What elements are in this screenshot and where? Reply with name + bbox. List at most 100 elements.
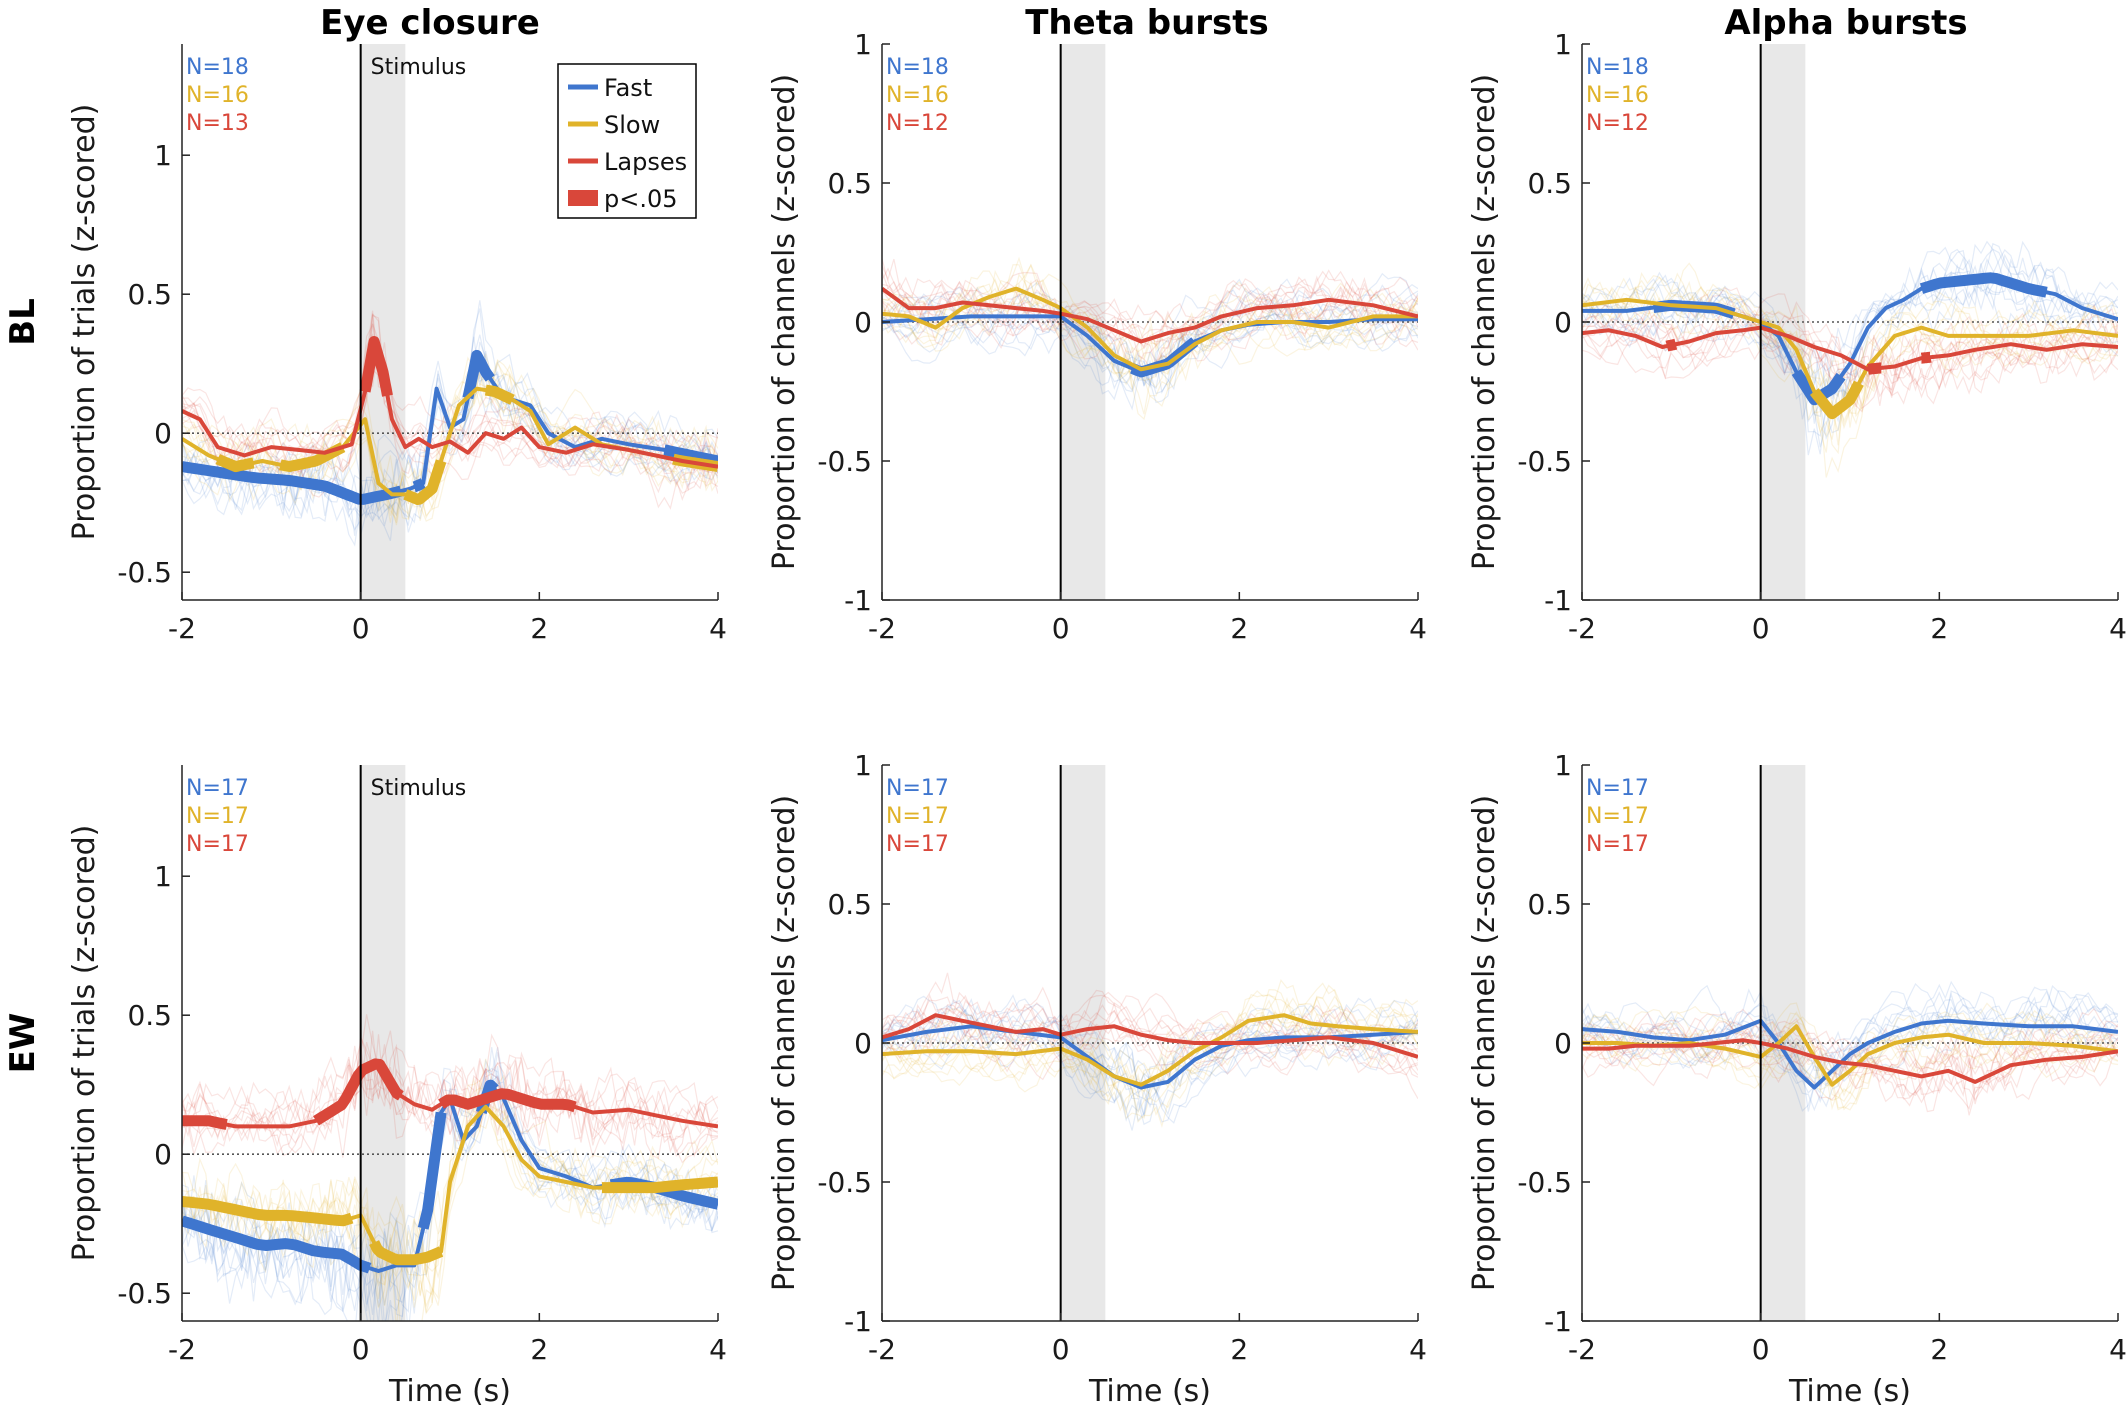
x-axis-title: Time (s) [1788,1374,1911,1409]
y-tick-label: -1 [844,584,872,617]
row-label-bl: BL [3,298,43,346]
mean-lines [182,1058,718,1274]
significance-segment-fast [409,477,429,493]
significance-segment-slow [481,384,517,405]
subject-trace-lapses [1582,313,2118,405]
y-tick-label: -0.5 [117,1277,172,1310]
subject-trace-fast [882,289,1418,395]
panel-ew-eye-closure: -2 0 2 4 -0.5 0 0.5 1 Proportion of trials (z-sc… [67,765,727,1409]
x-tick-label: 0 [352,1333,370,1366]
subject-trace-lapses [182,1014,718,1158]
x-axis-title: Time (s) [388,1374,511,1409]
subject-trace-lapses [182,1033,718,1157]
subject-trace-slow [1582,272,2118,418]
n-count-lapses: N=12 [1586,111,1649,136]
y-tick-label: 0 [854,306,872,339]
subject-trace-lapses [182,1036,718,1163]
y-tick-label: 1 [154,860,172,893]
significance-segment-lapses [438,1088,577,1113]
x-tick-label: 0 [1752,612,1770,645]
significance-segment-fast [417,1111,447,1231]
y-axis-title: Proportion of channels (z-scored) [1467,74,1502,570]
y-axis-title: Proportion of channels (z-scored) [767,74,802,570]
subject-trace-fast [882,994,1418,1131]
x-tick-label: 2 [1930,612,1948,645]
n-count-lapses: N=17 [886,832,949,857]
significance-segment-fast [661,444,718,467]
subject-trace-slow [882,995,1418,1129]
n-count-slow: N=17 [1586,804,1649,829]
subject-trace-slow [1582,285,2118,440]
panel-bl-eye-closure: -2 0 2 4 -0.5 0 0.5 1 Proportion of trials (z-sc… [67,44,727,645]
series-line-slow [882,1013,1418,1087]
subject-trace-slow [1582,286,2118,453]
subject-trace-fast [1582,997,2118,1094]
column-title-alpha-bursts: Alpha bursts [1724,3,1967,43]
subject-trace-slow [882,996,1418,1116]
n-count-fast: N=18 [186,55,249,80]
x-tick-label: 2 [1230,1333,1248,1366]
y-tick-label: 1 [154,139,172,172]
x-tick-label: 4 [1409,612,1427,645]
subject-trace-fast [182,352,718,518]
series-line-lapses [882,1013,1418,1059]
n-count-slow: N=16 [886,83,949,108]
subject-trace-lapses [882,986,1418,1075]
y-tick-label: -0.5 [1517,1166,1572,1199]
significance-segment-slow [214,454,258,473]
subject-trace-fast [182,1066,718,1314]
subject-trace-lapses [1582,1020,2118,1101]
y-tick-label: 0.5 [827,167,872,200]
subject-trace-slow [1582,280,2118,428]
subject-trace-slow [882,278,1418,392]
mean-lines [882,286,1418,378]
legend-label-significance: p<.05 [604,185,678,213]
subject-trace-slow [182,1092,718,1303]
significance-segment-lapses [182,1115,230,1130]
legend-swatch-significance [568,190,598,206]
subject-trace-slow [882,1003,1418,1106]
column-title-theta-bursts: Theta bursts [1025,3,1269,43]
subject-trace-lapses [1582,1022,2118,1113]
legend: Fast Slow Lapses p<.05 [557,63,697,219]
subject-trace-fast [882,291,1418,387]
y-axis-title: Proportion of channels (z-scored) [1467,795,1502,1291]
significance-segment-lapses [313,1058,404,1126]
series-line-lapses [1582,1038,2118,1084]
row-label-ew: EW [3,1013,43,1074]
subject-trace-lapses [882,278,1418,340]
y-tick-label: 1 [854,28,872,61]
x-tick-label: 4 [2109,612,2127,645]
panel-ew-alpha-bursts: -2 0 2 4 -1 -0.5 0 0.5 1 Proportion of channels (… [1467,749,2127,1409]
n-count-slow: N=16 [186,83,249,108]
y-tick-label: 0.5 [127,278,172,311]
panels-layer: -2 0 2 4 -0.5 0 0.5 1 Proportion of trials (z-sc… [67,28,2127,1409]
x-tick-label: -2 [868,612,896,645]
x-tick-label: 4 [709,612,727,645]
y-tick-label: 0 [1554,306,1572,339]
subject-trace-fast [182,334,718,519]
significance-segment-slow [369,1240,444,1266]
x-tick-label: 2 [1230,612,1248,645]
x-tick-label: 4 [709,1333,727,1366]
subject-trace-slow [182,372,718,524]
x-tick-label: 0 [1052,612,1070,645]
subject-trace-fast [882,284,1418,393]
y-tick-label: 0.5 [127,999,172,1032]
mean-lines [1582,1018,2118,1090]
legend-label-fast: Fast [604,74,652,102]
subject-trace-slow [1582,1002,2118,1091]
mean-lines [882,1013,1418,1090]
subject-trace-lapses [182,1044,718,1153]
subject-trace-fast [1582,986,2118,1085]
y-tick-label: -0.5 [117,556,172,589]
subject-trace-slow [182,1074,718,1306]
y-tick-label: -1 [1544,584,1572,617]
subject-trace-slow [1582,1016,2118,1111]
x-tick-label: 4 [1409,1333,1427,1366]
y-tick-label: 0 [154,1138,172,1171]
subject-trace-fast [1582,991,2118,1112]
y-tick-label: -0.5 [817,445,872,478]
subject-trace-slow [182,1058,718,1300]
